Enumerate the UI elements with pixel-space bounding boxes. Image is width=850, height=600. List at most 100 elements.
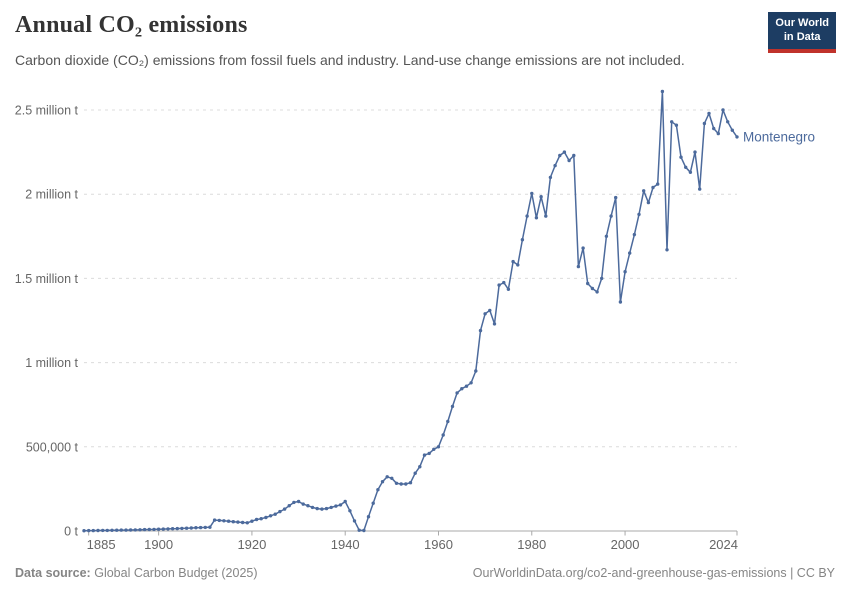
x-tick-label: 2000 xyxy=(611,537,640,552)
data-point xyxy=(142,527,147,532)
data-point xyxy=(679,155,683,159)
data-point xyxy=(161,527,165,531)
data-point xyxy=(110,528,114,532)
y-tick-label: 500,000 t xyxy=(26,440,79,454)
data-point xyxy=(292,500,296,505)
x-tick-label: 1900 xyxy=(144,537,173,552)
y-tick-label: 1.5 million t xyxy=(15,272,79,286)
data-point xyxy=(208,525,212,529)
data-point xyxy=(441,433,445,437)
owid-citation-link[interactable]: OurWorldinData.org/co2-and-greenhouse-ga… xyxy=(472,566,835,580)
data-point xyxy=(105,528,110,533)
data-point xyxy=(721,108,725,112)
data-point xyxy=(534,216,539,220)
data-point xyxy=(203,525,207,530)
data-point xyxy=(254,517,259,522)
owid-logo-line1: Our World xyxy=(775,17,829,29)
data-point xyxy=(506,287,511,291)
x-tick-label: 2024 xyxy=(709,537,738,552)
data-point xyxy=(539,195,543,199)
data-point xyxy=(175,526,179,531)
y-axis: 0 t 500,000 t 1 million t 1.5 million t 2 mi… xyxy=(15,104,737,539)
data-point xyxy=(222,519,226,523)
data-point xyxy=(427,451,431,456)
data-point xyxy=(502,280,506,285)
data-point xyxy=(338,503,343,507)
data-point xyxy=(544,214,548,218)
data-point xyxy=(730,128,734,132)
data-point xyxy=(138,528,142,532)
data-point xyxy=(189,526,193,530)
data-point xyxy=(702,121,707,126)
data-point xyxy=(264,515,268,520)
data-point xyxy=(716,131,720,136)
data-point xyxy=(590,286,595,291)
data-point xyxy=(212,518,217,522)
data-point xyxy=(460,387,464,391)
data-point xyxy=(567,158,571,163)
data-point xyxy=(152,527,156,532)
data-point xyxy=(432,447,436,451)
data-point xyxy=(497,283,501,287)
y-tick-label: 1 million t xyxy=(25,356,78,370)
data-point xyxy=(698,187,702,191)
data-source: Data source: Global Carbon Budget (2025) xyxy=(15,566,258,580)
data-point xyxy=(474,369,478,373)
y-tick-label: 2 million t xyxy=(25,188,78,202)
data-point xyxy=(632,232,637,237)
data-point xyxy=(688,170,693,174)
data-point xyxy=(516,263,520,267)
data-point xyxy=(436,445,441,449)
data-point xyxy=(376,488,380,492)
data-point xyxy=(306,504,310,508)
data-point xyxy=(618,300,623,304)
data-point xyxy=(96,528,100,533)
data-point xyxy=(553,163,557,168)
data-point xyxy=(642,189,646,193)
owid-logo[interactable]: Our World in Data xyxy=(768,12,836,53)
x-axis-ticks: 1885 1900 1920 1940 1960 1980 2000 2024 xyxy=(87,531,738,552)
data-point xyxy=(128,528,133,532)
data-point xyxy=(119,528,124,532)
data-point xyxy=(366,515,371,519)
data-point xyxy=(693,150,697,154)
data-point xyxy=(455,391,459,395)
data-point xyxy=(352,519,357,523)
data-point xyxy=(390,476,394,480)
data-point xyxy=(245,521,249,525)
data-point xyxy=(385,475,389,479)
data-point xyxy=(660,89,665,94)
data-point xyxy=(82,529,86,533)
data-point xyxy=(343,499,347,504)
data-point xyxy=(511,259,515,264)
x-tick-label: 1885 xyxy=(87,537,116,552)
data-point xyxy=(273,512,277,516)
data-point xyxy=(674,123,679,127)
data-point xyxy=(87,528,91,533)
data-point xyxy=(646,200,651,205)
data-point xyxy=(194,526,198,530)
data-point xyxy=(357,528,361,532)
data-point xyxy=(469,381,473,385)
data-line xyxy=(83,90,738,532)
data-point xyxy=(329,505,333,510)
data-point xyxy=(380,480,385,484)
data-point xyxy=(586,281,590,286)
data-point xyxy=(562,150,567,154)
y-tick-label: 2.5 million t xyxy=(15,104,79,118)
data-point xyxy=(404,482,408,486)
data-point xyxy=(492,322,497,326)
data-point xyxy=(707,111,711,116)
data-point xyxy=(446,419,450,424)
data-points xyxy=(82,89,739,533)
x-tick-label: 1920 xyxy=(237,537,266,552)
data-point xyxy=(478,328,483,333)
data-point xyxy=(250,519,254,523)
data-point xyxy=(282,507,287,511)
data-point xyxy=(418,465,422,469)
data-point xyxy=(422,453,427,457)
x-tick-label: 1980 xyxy=(517,537,546,552)
owid-logo-line2: in Data xyxy=(783,30,821,43)
